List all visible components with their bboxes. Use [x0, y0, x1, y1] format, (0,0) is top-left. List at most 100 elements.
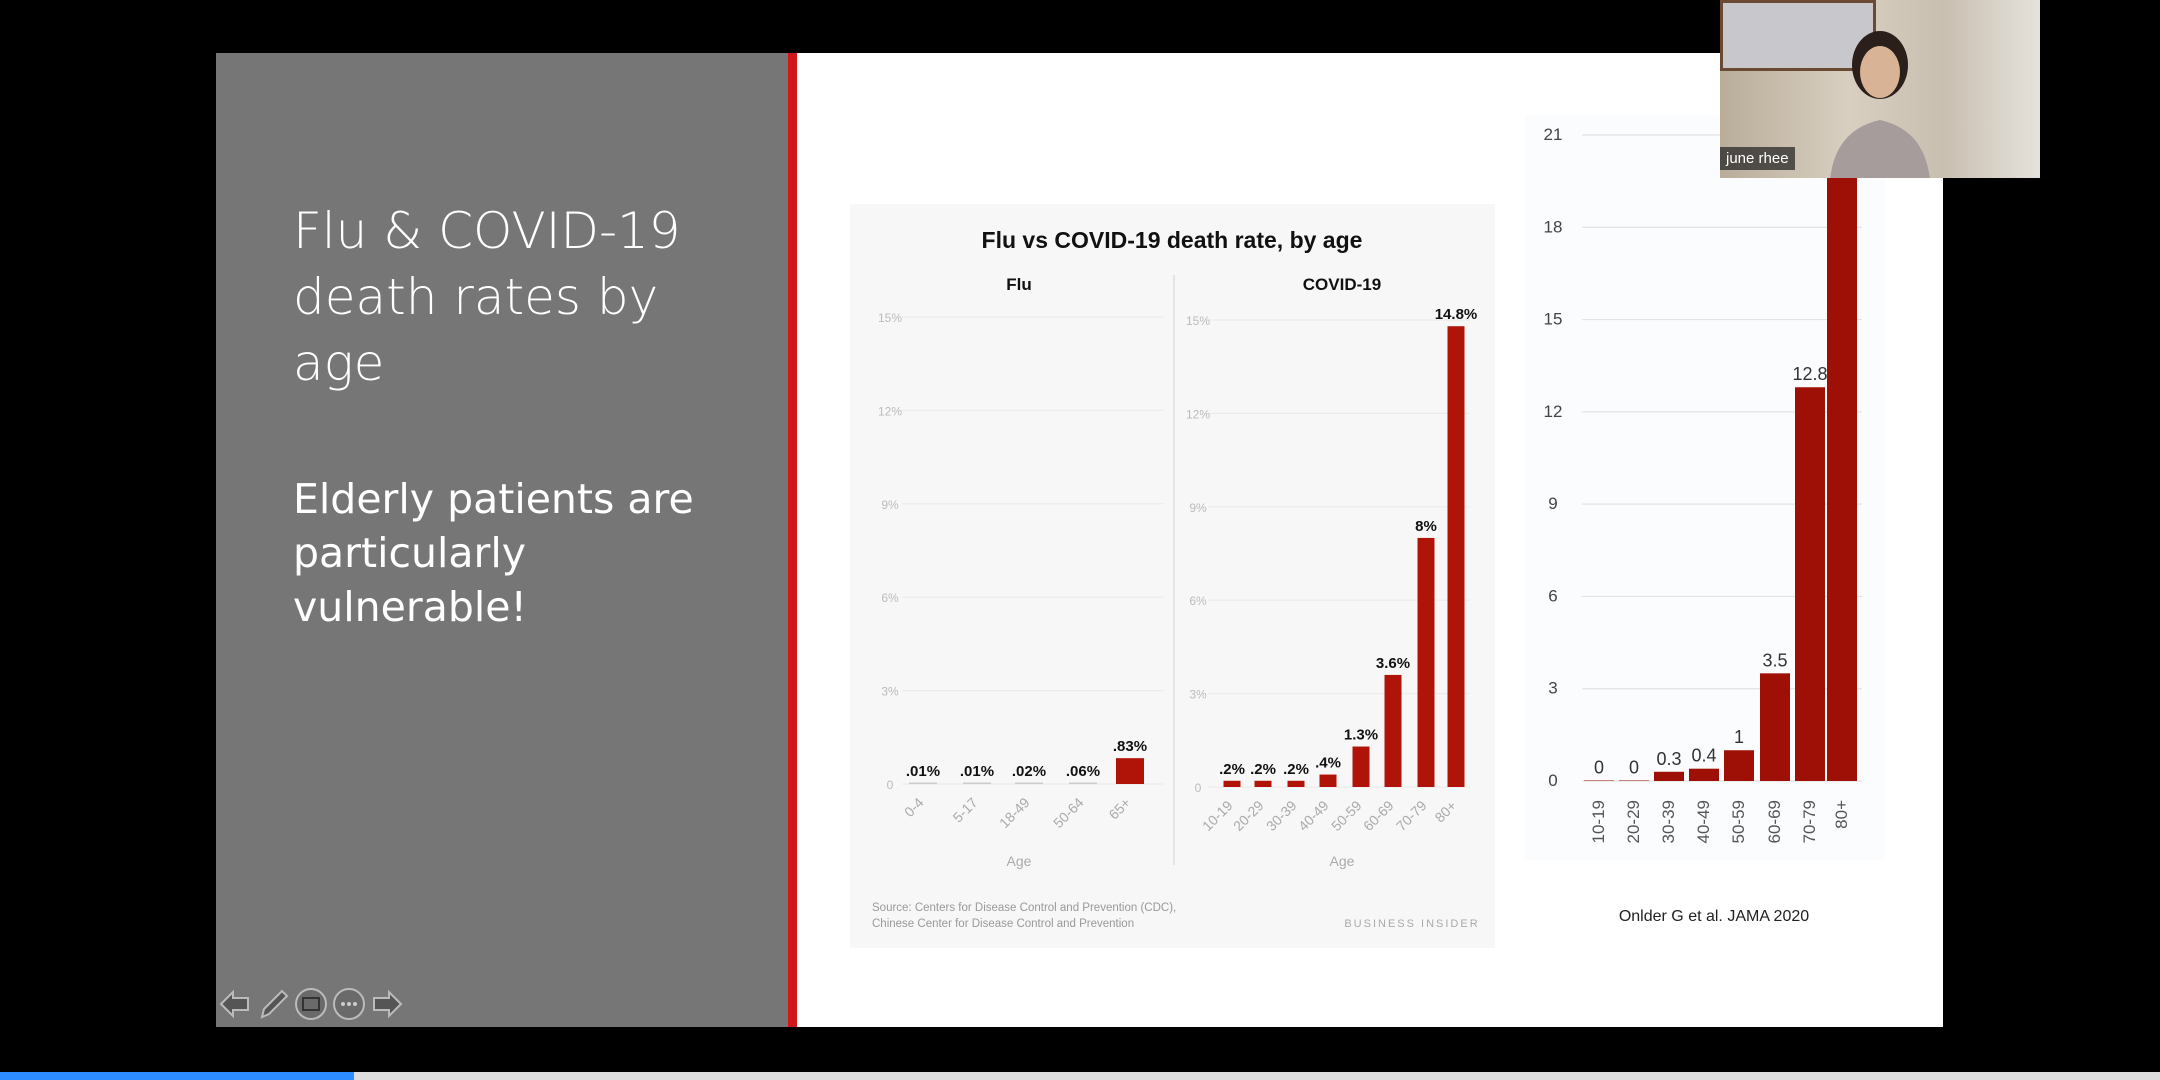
data-label: .02%: [1012, 763, 1046, 780]
bar: [963, 782, 991, 784]
data-label: .2%: [1250, 761, 1276, 778]
bar: [1827, 159, 1857, 782]
data-label: 0.3: [1656, 749, 1681, 769]
business-insider-credit: BUSINESS INSIDER: [1344, 918, 1479, 930]
data-label: 8%: [1415, 518, 1437, 535]
flu-xaxis-label: Age: [1007, 853, 1032, 869]
x-tick-label: 70-79: [1800, 800, 1819, 843]
data-label: .01%: [906, 763, 940, 780]
slide-accent-bar: [788, 53, 797, 1027]
flu-panel-title: Flu: [1006, 275, 1032, 294]
y-tick-label: 3: [1548, 679, 1557, 698]
bar: [1254, 780, 1272, 787]
title-line: death rates by: [293, 268, 659, 326]
y-tick-label: 0: [1195, 781, 1202, 795]
pen-icon[interactable]: [256, 987, 290, 1021]
x-tick-label: 80+: [1431, 797, 1459, 825]
x-tick-label: 30-39: [1263, 797, 1300, 834]
data-label: .01%: [960, 763, 994, 780]
data-label: .2%: [1283, 761, 1309, 778]
y-tick-label: 15%: [878, 311, 902, 325]
x-tick-label: 0-4: [901, 794, 927, 820]
jama-caption: Onlder G et al. JAMA 2020: [1619, 908, 1809, 925]
y-tick-label: 15%: [1186, 314, 1210, 328]
x-tick-label: 50-59: [1729, 800, 1748, 843]
x-tick-label: 10-19: [1589, 800, 1608, 843]
y-tick-label: 12%: [1186, 407, 1210, 421]
y-tick-label: 18: [1544, 217, 1563, 236]
x-tick-label: 50-59: [1328, 797, 1365, 834]
participant-video[interactable]: june rhee: [1720, 0, 2040, 178]
presentation-progress-bar: [0, 1072, 2160, 1080]
title-line: age: [293, 334, 385, 392]
subtitle-line: vulnerable!: [293, 583, 527, 631]
bar: [1116, 758, 1144, 784]
y-tick-label: 9: [1548, 494, 1557, 513]
x-tick-label: 10-19: [1199, 797, 1236, 834]
progress-fill: [0, 1072, 355, 1080]
slideshow-controls: [218, 987, 404, 1021]
bar: [1417, 537, 1435, 787]
x-tick-label: 18-49: [996, 794, 1033, 831]
data-label: .2%: [1219, 761, 1245, 778]
x-tick-label: 5-17: [949, 794, 980, 825]
data-label: 12.8: [1792, 364, 1827, 384]
x-tick-label: 80+: [1832, 800, 1851, 829]
data-label: 1.3%: [1344, 727, 1378, 744]
x-tick-label: 40-49: [1694, 800, 1713, 843]
bar: [1015, 782, 1043, 784]
data-label: .83%: [1113, 738, 1147, 755]
y-tick-label: 6: [1548, 586, 1557, 605]
y-tick-label: 12%: [878, 404, 902, 418]
y-tick-label: 12: [1544, 402, 1563, 421]
wall-painting: [1720, 0, 1876, 71]
bar: [1689, 768, 1719, 781]
y-tick-label: 3%: [881, 685, 899, 699]
x-tick-label: 70-79: [1393, 797, 1430, 834]
data-label: 3.5: [1762, 650, 1787, 670]
x-tick-label: 60-69: [1360, 797, 1397, 834]
next-slide-icon[interactable]: [370, 987, 404, 1021]
bar: [1760, 673, 1790, 781]
covid-xaxis-label: Age: [1330, 853, 1355, 869]
chart-title: Flu vs COVID-19 death rate, by age: [982, 227, 1363, 253]
data-label: 0: [1594, 758, 1604, 778]
bar: [1319, 774, 1337, 787]
source-line: Source: Centers for Disease Control and …: [872, 902, 1176, 914]
title-line: Flu & COVID-19: [293, 202, 681, 260]
x-tick-label: 60-69: [1765, 800, 1784, 843]
data-label: 3.6%: [1376, 655, 1410, 672]
bar: [1223, 780, 1241, 787]
subtitle-line: Elderly patients are: [293, 475, 694, 523]
subtitles-icon[interactable]: [294, 987, 328, 1021]
more-options-icon[interactable]: [332, 987, 366, 1021]
bar: [1352, 746, 1370, 787]
slide-left-panel: [216, 53, 788, 1027]
x-tick-label: 30-39: [1659, 800, 1678, 843]
participant-name: june rhee: [1720, 147, 1795, 170]
slide-title: Flu & COVID-19 death rates by age: [293, 198, 681, 396]
bar: [1724, 750, 1754, 781]
y-tick-label: 6%: [1189, 594, 1207, 608]
x-tick-label: 40-49: [1295, 797, 1332, 834]
x-tick-label: 20-29: [1624, 800, 1643, 843]
source-line: Chinese Center for Disease Control and P…: [872, 918, 1134, 930]
bar: [1384, 674, 1402, 787]
flu-covid-chart-image: [850, 204, 1495, 948]
bar: [909, 782, 937, 784]
bar: [1069, 782, 1097, 784]
data-label: 1: [1734, 727, 1744, 747]
bar: [1447, 326, 1465, 787]
subtitle-line: particularly: [293, 529, 527, 577]
x-tick-label: 65+: [1105, 794, 1133, 822]
bar: [1584, 780, 1614, 781]
bar: [1654, 771, 1684, 781]
y-tick-label: 9%: [1189, 501, 1207, 515]
slide-subtitle: Elderly patients are particularly vulner…: [293, 472, 694, 634]
bar: [1619, 780, 1649, 781]
previous-slide-icon[interactable]: [218, 987, 252, 1021]
data-label: .4%: [1315, 755, 1341, 772]
participant-avatar: [1830, 31, 1930, 178]
y-tick-label: 21: [1544, 125, 1563, 144]
